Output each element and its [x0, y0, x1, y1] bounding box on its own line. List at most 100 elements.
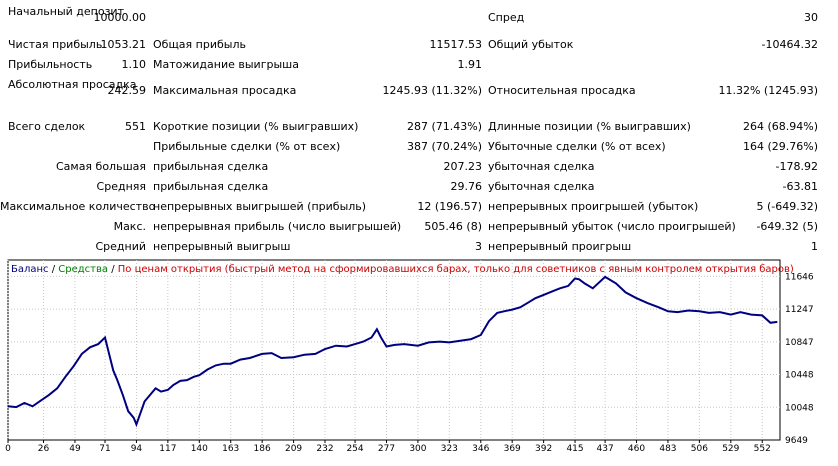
legend-equity: Средства — [58, 264, 109, 275]
largest-profit-label: прибыльная сделка — [153, 160, 269, 173]
rel-drawdown-label: Относительная просадка — [488, 84, 636, 97]
avg-label: Средний — [95, 240, 146, 253]
x-tick-label: 254 — [346, 444, 363, 454]
balance-series-line — [7, 275, 778, 428]
report-row-max-count: Максимальное количество непрерывных выиг… — [0, 197, 838, 217]
y-tick-label: 10448 — [785, 371, 814, 381]
abs-drawdown-value: 242.59 — [107, 84, 147, 97]
max-consec-profit-label: непрерывная прибыль (число выигрышей) — [153, 220, 402, 233]
profit-factor-value: 1.10 — [121, 58, 147, 71]
x-tick-label: 94 — [131, 444, 143, 454]
legend-balance: Баланс — [11, 264, 49, 275]
x-tick-label: 117 — [159, 444, 176, 454]
x-tick-label: 232 — [316, 444, 333, 454]
profit-trades-value: 387 (70.24%) — [406, 140, 482, 153]
max-consec-loss-label: непрерывный убыток (число проигрышей) — [488, 220, 736, 233]
legend-separator-1: / — [48, 264, 59, 275]
avg-consec-win-value: 3 — [475, 240, 482, 253]
x-tick-label: 323 — [441, 444, 458, 454]
report-row-profit: Чистая прибыль 1053.21 Общая прибыль 115… — [0, 35, 838, 55]
initial-deposit-value: 10000.00 — [93, 11, 147, 24]
report-row-largest: Самая большая прибыльная сделка 207.23 у… — [0, 157, 838, 177]
total-trades-value: 551 — [125, 120, 146, 133]
x-axis-ticks: 0 26 49 71 94 117 140 163 186 209 232 254 277 300 323 3… — [5, 440, 771, 454]
report-row-average: Средняя прибыльная сделка 29.76 убыточна… — [0, 177, 838, 197]
x-tick-label: 0 — [5, 444, 11, 454]
balance-chart-svg: 11646 11247 10847 10448 10048 9649 0 26 49 71 94 1… — [5, 259, 814, 454]
avg-consec-loss-value: 1 — [811, 240, 818, 253]
grid-lines — [7, 260, 780, 440]
avg-consec-win-label: непрерывный выигрыш — [153, 240, 291, 253]
rel-drawdown-value: 11.32% (1245.93) — [718, 84, 818, 97]
short-positions-label: Короткие позиции (% выигравших) — [153, 120, 359, 133]
x-tick-label: 26 — [38, 444, 50, 454]
expected-payoff-value: 1.91 — [457, 58, 483, 71]
gross-profit-label: Общая прибыль — [153, 38, 246, 51]
long-positions-label: Длинные позиции (% выигравших) — [488, 120, 691, 133]
report-row-max: Макс. непрерывная прибыль (число выигрыш… — [0, 217, 838, 237]
max-drawdown-label: Максимальная просадка — [153, 84, 297, 97]
profit-factor-label: Прибыльность — [8, 58, 93, 71]
average-loss-label: убыточная сделка — [488, 180, 595, 193]
chart-legend: Баланс / Средства / По ценам открытия (б… — [11, 264, 794, 275]
max-consec-loss-value: -649.32 (5) — [756, 220, 818, 233]
net-profit-label: Чистая прибыль — [8, 38, 103, 51]
y-tick-label: 9649 — [785, 436, 808, 446]
y-axis-ticks: 11646 11247 10847 10448 10048 9649 — [785, 272, 814, 446]
x-tick-label: 529 — [722, 444, 739, 454]
report-row-deposit: Начальный депозит 10000.00 Спред 30 — [0, 4, 838, 32]
report-row-trades: Всего сделок 551 Короткие позиции (% выи… — [0, 117, 838, 137]
loss-trades-label: Убыточные сделки (% от всех) — [488, 140, 666, 153]
test-report: Начальный депозит 10000.00 Спред 30 Чист… — [0, 4, 838, 257]
max-consec-wins-value: 12 (196.57) — [417, 200, 482, 213]
x-tick-label: 483 — [659, 444, 676, 454]
y-tick-label: 10048 — [785, 403, 814, 413]
total-trades-label: Всего сделок — [8, 120, 86, 133]
x-tick-label: 369 — [504, 444, 521, 454]
spread-label: Спред — [488, 11, 525, 24]
long-positions-value: 264 (68.94%) — [742, 120, 818, 133]
spread-value: 30 — [804, 11, 818, 24]
x-tick-label: 186 — [254, 444, 271, 454]
x-tick-label: 392 — [535, 444, 552, 454]
gross-loss-label: Общий убыток — [488, 38, 574, 51]
balance-chart: 11646 11247 10847 10448 10048 9649 0 26 49 71 94 1… — [0, 258, 838, 463]
x-tick-label: 71 — [99, 444, 110, 454]
profit-trades-label: Прибыльные сделки (% от всех) — [153, 140, 341, 153]
x-tick-label: 277 — [378, 444, 395, 454]
max-label: Макс. — [113, 220, 146, 233]
max-consec-profit-value: 505.46 (8) — [424, 220, 482, 233]
y-tick-label: 10847 — [785, 338, 814, 348]
x-tick-label: 346 — [472, 444, 489, 454]
x-tick-label: 163 — [222, 444, 239, 454]
x-tick-label: 49 — [69, 444, 81, 454]
x-tick-label: 506 — [691, 444, 708, 454]
report-row-factor: Прибыльность 1.10 Матожидание выигрыша 1… — [0, 55, 838, 75]
average-profit-label: прибыльная сделка — [153, 180, 269, 193]
max-consec-losses-value: 5 (-649.32) — [756, 200, 818, 213]
initial-deposit-label: Начальный депозит — [8, 5, 124, 18]
largest-loss-label: убыточная сделка — [488, 160, 595, 173]
short-positions-value: 287 (71.43%) — [406, 120, 482, 133]
x-tick-label: 300 — [409, 444, 426, 454]
x-tick-label: 437 — [597, 444, 614, 454]
largest-profit-value: 207.23 — [443, 160, 483, 173]
loss-trades-value: 164 (29.76%) — [742, 140, 818, 153]
x-tick-label: 140 — [191, 444, 208, 454]
average-loss-value: -63.81 — [782, 180, 818, 193]
y-tick-label: 11646 — [785, 272, 814, 282]
average-profit-value: 29.76 — [450, 180, 483, 193]
x-tick-label: 415 — [566, 444, 583, 454]
avg-consec-loss-label: непрерывный проигрыш — [488, 240, 632, 253]
report-row-win-loss: Прибыльные сделки (% от всех) 387 (70.24… — [0, 137, 838, 157]
y-tick-label: 11247 — [785, 305, 814, 315]
max-consec-wins-label: непрерывных выигрышей (прибыль) — [153, 200, 367, 213]
expected-payoff-label: Матожидание выигрыша — [153, 58, 299, 71]
largest-loss-value: -178.92 — [775, 160, 818, 173]
net-profit-value: 1053.21 — [100, 38, 147, 51]
max-consec-losses-label: непрерывных проигрышей (убыток) — [488, 200, 699, 213]
report-row-avg: Средний непрерывный выигрыш 3 непрерывны… — [0, 237, 838, 257]
plot-frame — [7, 259, 781, 441]
legend-model-mode: По ценам открытия (быстрый метод на сфор… — [117, 264, 794, 275]
x-tick-label: 552 — [754, 444, 771, 454]
